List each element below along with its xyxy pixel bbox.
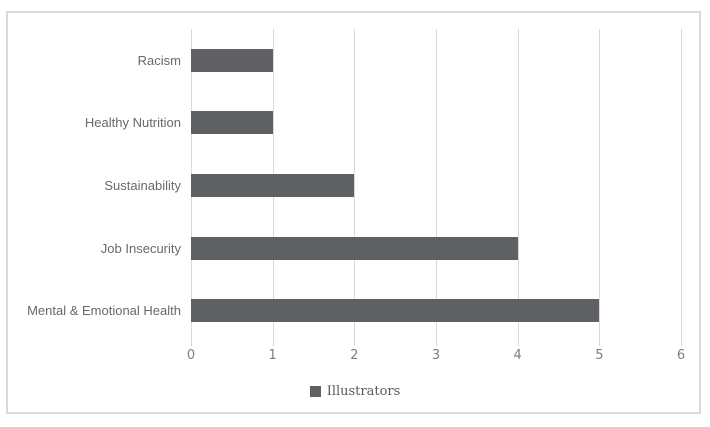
category-label-healthy-nutrition: Healthy Nutrition (84, 115, 181, 131)
chart-frame (6, 11, 701, 414)
bar-healthy-nutrition (191, 111, 273, 135)
category-label-job-insecurity: Job Insecurity (100, 240, 181, 256)
axis-tick-label-2: 2 (350, 348, 359, 363)
axis-tick-label-4: 4 (513, 348, 522, 363)
gridline-x-6 (681, 29, 682, 342)
legend: Illustrators (0, 384, 710, 399)
bar-job-insecurity (191, 236, 518, 260)
category-label-mental-emotional-health: Mental & Emotional Health (27, 303, 181, 319)
tick-mark-x-2 (354, 342, 356, 346)
value-axis: 0 1 2 3 4 5 6 (187, 348, 685, 366)
legend-label: Illustrators (326, 384, 401, 399)
legend-swatch-icon (309, 386, 321, 397)
tick-mark-x-3 (436, 342, 437, 346)
gridline-x-2 (354, 29, 356, 342)
tick-mark-x-4 (517, 342, 519, 346)
axis-tick-label-1: 1 (268, 348, 277, 363)
tick-mark-x-1 (272, 342, 274, 346)
bar-mental-emotional-health (191, 299, 600, 323)
tick-mark-x-6 (681, 342, 682, 346)
axis-tick-label-5: 5 (595, 348, 604, 363)
bar-racism (191, 48, 273, 72)
gridline-x-3 (436, 29, 437, 342)
axis-tick-label-6: 6 (676, 348, 686, 363)
bar-sustainability (191, 174, 355, 197)
gridline-x-5 (599, 29, 601, 342)
tick-mark-x-5 (599, 342, 601, 346)
category-axis: Racism Healthy Nutrition Sustainability Job… (0, 29, 181, 342)
axis-tick-label-3: 3 (431, 348, 441, 363)
tick-mark-x-0 (191, 342, 192, 346)
category-label-racism: Racism (137, 52, 181, 68)
axis-tick-label-0: 0 (186, 348, 196, 363)
category-label-sustainability: Sustainability (104, 178, 181, 193)
plot-area (191, 29, 682, 346)
gridline-x-4 (517, 29, 519, 342)
